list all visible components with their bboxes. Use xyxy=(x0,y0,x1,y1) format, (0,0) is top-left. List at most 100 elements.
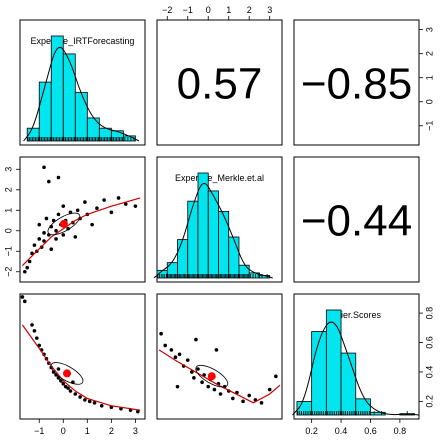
scatter-point xyxy=(247,393,252,398)
histogram-bar xyxy=(86,117,100,142)
correlation-value: −0.44 xyxy=(301,197,412,246)
scatter-point xyxy=(32,328,37,333)
correlation-value: 0.57 xyxy=(177,60,263,109)
scatter-point xyxy=(30,251,34,256)
loess-fit-line xyxy=(21,197,141,267)
mark-layer xyxy=(20,35,420,416)
x-tick-label: 0 xyxy=(206,5,211,15)
histogram-bar xyxy=(207,190,219,279)
scatter-point xyxy=(56,175,61,180)
panel-frame-r3c1 xyxy=(19,293,146,420)
scatter-point xyxy=(99,403,104,408)
scatter-point xyxy=(73,392,78,396)
x-tick-label: 3 xyxy=(133,426,138,436)
y-tick-label: −1 xyxy=(424,121,434,131)
scatter-point xyxy=(177,352,182,357)
scatter-point xyxy=(175,384,180,389)
panel-layer: Expertise_IRTForecasting Expertise_Merkle… xyxy=(19,19,420,420)
y-tick-label: −2 xyxy=(3,267,13,277)
y-tick-label: 2 xyxy=(424,51,434,56)
x-tick-label: 1 xyxy=(226,5,231,15)
scatter-point xyxy=(135,409,140,414)
scatter-point xyxy=(47,179,51,184)
histogram-bar xyxy=(355,398,371,416)
scatter-point xyxy=(92,401,97,405)
scatter-point xyxy=(37,237,42,241)
density-curve xyxy=(23,46,140,142)
y-tick-label: 0 xyxy=(424,99,434,104)
scatter-point xyxy=(83,398,87,402)
panel-frame-r2c2 xyxy=(156,156,283,283)
scatter-point xyxy=(218,392,223,396)
scatter-point xyxy=(259,401,264,405)
variable-label: Brier.Scores xyxy=(332,310,382,320)
scatter-point xyxy=(267,387,272,392)
correlation-ellipse xyxy=(47,212,81,236)
scatter-point xyxy=(206,384,211,389)
scatter-point xyxy=(102,198,106,202)
histogram-bar xyxy=(187,200,199,279)
y-tick-label: −1 xyxy=(3,246,13,256)
axis-layer: −1 0 1 2 3 0.2 0.4 0.6 0.8 −2 −1 0 1 2 3 −2 −1 0 1 2 3 −1 0 1 2 3… xyxy=(3,5,434,436)
scatter-point xyxy=(44,216,49,221)
scatter-point xyxy=(66,386,70,390)
scatter-point xyxy=(241,399,245,404)
panel-frame-r2c3 xyxy=(293,156,420,283)
scatter-point xyxy=(20,295,25,299)
x-tick-label: 0.4 xyxy=(335,426,348,436)
ellipse-center xyxy=(59,219,68,228)
loess-fit-line xyxy=(158,349,281,404)
scatter-point xyxy=(61,381,66,386)
scatter-point xyxy=(32,243,37,247)
scatter-point xyxy=(185,358,190,362)
ellipse-center xyxy=(62,369,71,378)
panel-frame-r3c2 xyxy=(156,293,283,420)
x-tick-label: −1 xyxy=(183,5,193,15)
scatter-point xyxy=(196,367,200,371)
scatter-point xyxy=(42,231,46,235)
ellipse-center xyxy=(207,372,216,381)
scatter-point xyxy=(75,208,80,213)
scatter-point xyxy=(231,396,235,401)
scatter-point xyxy=(109,210,114,215)
x-tick-label: 0 xyxy=(61,426,66,436)
scatter-point xyxy=(214,348,219,352)
scatter-point xyxy=(49,247,54,252)
y-tick-label: 3 xyxy=(424,27,434,32)
correlation-value: −0.85 xyxy=(301,60,412,109)
variable-label: Expertise_IRTForecasting xyxy=(31,36,135,46)
y-tick-label: 3 xyxy=(3,167,13,172)
x-tick-label: 0.8 xyxy=(394,426,407,436)
scatter-point xyxy=(169,348,174,352)
histogram-bar xyxy=(177,239,189,279)
scatter-point xyxy=(212,387,217,392)
y-tick-label: 0.4 xyxy=(424,366,434,379)
histogram-bar xyxy=(311,331,327,416)
x-tick-label: −2 xyxy=(162,5,172,15)
histogram-bar xyxy=(238,264,250,279)
panel-frame-r2c1 xyxy=(19,156,146,283)
x-tick-label: 1 xyxy=(85,426,90,436)
scatter-point xyxy=(54,237,58,241)
scatter-point xyxy=(116,196,121,200)
scatter-point xyxy=(27,259,32,264)
scatter-point xyxy=(66,226,70,231)
x-tick-label: 3 xyxy=(267,5,272,15)
scatter-point xyxy=(61,204,66,208)
scatter-point xyxy=(194,337,198,342)
scatter-point xyxy=(23,269,27,274)
loess-fit-line xyxy=(21,324,141,411)
histogram-bar xyxy=(62,53,76,142)
x-tick-label: −1 xyxy=(34,426,44,436)
histogram-bar xyxy=(110,130,124,142)
x-tick-label: 0.2 xyxy=(305,426,318,436)
scatter-point xyxy=(123,202,128,206)
y-tick-label: 0.8 xyxy=(424,307,434,320)
scatter-point xyxy=(30,323,34,327)
y-tick-label: 0.6 xyxy=(424,336,434,349)
scatter-point xyxy=(56,212,61,217)
scatter-point xyxy=(90,222,94,227)
histogram-bar xyxy=(325,309,342,416)
scatter-point xyxy=(37,222,42,227)
scatter-point xyxy=(274,374,278,379)
